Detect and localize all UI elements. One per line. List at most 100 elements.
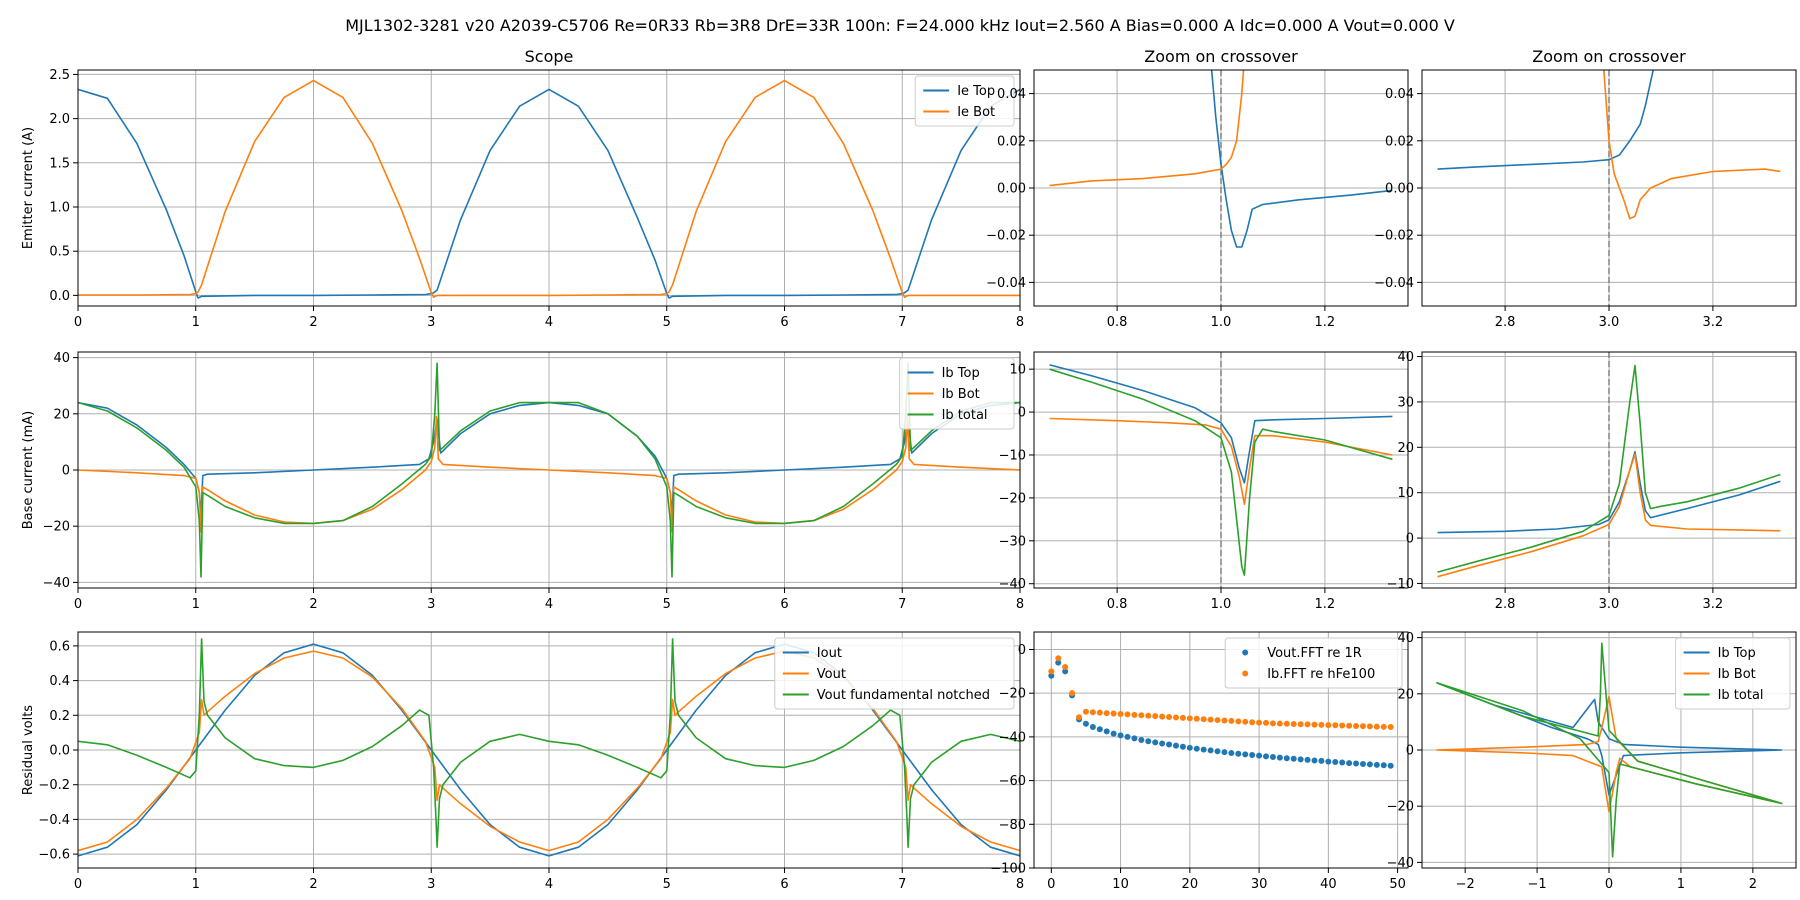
data-point: [1089, 709, 1096, 716]
data-point: [1159, 713, 1166, 720]
data-point: [1110, 730, 1117, 737]
data-point: [1339, 759, 1346, 766]
series-1: [1048, 655, 1394, 731]
data-point: [1145, 738, 1152, 745]
data-point: [1048, 672, 1055, 679]
y-tick-label: 0.6: [49, 639, 70, 654]
series-line-0: [1437, 70, 1655, 170]
series-line-2: [1049, 368, 1393, 576]
x-tick-label: 2: [309, 315, 317, 330]
x-tick-label: 1.0: [1211, 597, 1232, 612]
x-tick-label: 0.8: [1107, 315, 1128, 330]
legend-box: [899, 357, 1015, 430]
series-line-1: [1049, 417, 1393, 506]
x-tick-label: 8: [1016, 315, 1024, 330]
data-point: [1200, 716, 1207, 723]
y-tick-label: 0.0: [49, 744, 70, 759]
data-point: [1172, 714, 1179, 721]
y-tick-label: 0: [1406, 744, 1414, 759]
y-tick-label: −80: [999, 818, 1026, 833]
data-point: [1380, 723, 1387, 730]
chart-title: Scope: [525, 47, 574, 66]
x-tick-label: −1: [1527, 877, 1546, 892]
data-point: [1048, 668, 1055, 675]
y-tick-label: −20: [1387, 800, 1414, 815]
data-point: [1166, 714, 1173, 721]
y-tick-label: 0: [1018, 643, 1026, 658]
axes-frame: [1421, 351, 1797, 589]
series-line-1: [78, 79, 1020, 298]
y-tick-label: 0.02: [997, 134, 1026, 149]
data-point: [1152, 713, 1159, 720]
data-point: [1214, 748, 1221, 755]
x-tick-label: 1.2: [1315, 315, 1336, 330]
chart-xy-base: −2 −1 0 1 2 −40 −20 0 20 40 Ib Top Ib Bot Ib total: [1387, 631, 1797, 892]
legend-label: Ib.FFT re hFe100: [1267, 667, 1375, 682]
y-tick-label: −20: [43, 520, 70, 535]
data-point: [1228, 717, 1235, 724]
y-tick-label: 0.02: [1385, 134, 1414, 149]
legend-label: Ie Top: [957, 84, 995, 99]
axes-frame: [1421, 69, 1797, 307]
data-point: [1332, 759, 1339, 766]
y-tick-label: −20: [999, 491, 1026, 506]
chart-zoom1-emitter: 0.8 1.0 1.2 −0.04 −0.02 0.00 0.02 0.04 Zoom on c…: [986, 47, 1409, 330]
y-axis-label: Residual volts: [21, 705, 36, 795]
chart-title: Zoom on crossover: [1532, 47, 1686, 66]
series-line-2: [1436, 642, 1783, 858]
axes-frame: [1033, 631, 1409, 869]
legend-label: Vout.FFT re 1R: [1267, 646, 1362, 661]
data-point: [1276, 754, 1283, 761]
axes-frame: [1033, 69, 1409, 307]
x-tick-label: 30: [1251, 877, 1268, 892]
x-tick-label: 1: [192, 877, 200, 892]
data-point: [1193, 715, 1200, 722]
x-tick-label: 0.8: [1107, 597, 1128, 612]
y-tick-label: −0.6: [38, 848, 70, 863]
data-point: [1214, 717, 1221, 724]
data-point: [1186, 744, 1193, 751]
y-tick-label: −0.2: [38, 778, 70, 793]
data-point: [1318, 721, 1325, 728]
x-tick-label: 6: [780, 597, 788, 612]
y-tick-label: 0.2: [49, 709, 70, 724]
data-point: [1297, 721, 1304, 728]
data-point: [1235, 750, 1242, 757]
data-point: [1311, 721, 1318, 728]
data-point: [1304, 756, 1311, 763]
x-tick-label: 2: [1749, 877, 1757, 892]
data-point: [1131, 711, 1138, 718]
x-tick-label: 3.0: [1599, 597, 1620, 612]
y-tick-label: 0.00: [997, 182, 1026, 197]
y-axis-label: Base current (mA): [21, 411, 36, 530]
y-tick-label: 0.04: [1385, 87, 1414, 102]
y-tick-label: 0.04: [997, 87, 1026, 102]
y-tick-label: −10: [1387, 577, 1414, 592]
legend-label: Vout: [817, 667, 846, 682]
data-point: [1159, 740, 1166, 747]
series-line-1: [78, 415, 1020, 533]
data-point: [1256, 752, 1263, 759]
chart-scope-emitter: 0 1 2 3 4 5 6 7 8 0.0 0.5 1.0 1.5 2.0 2.5 Scope Emitter …: [21, 47, 1024, 330]
series-line-2: [78, 362, 1020, 578]
y-tick-label: 20: [1397, 687, 1414, 702]
data-point: [1318, 757, 1325, 764]
data-point: [1207, 716, 1214, 723]
y-tick-label: 0.5: [49, 245, 70, 260]
y-tick-label: 20: [1397, 441, 1414, 456]
data-point: [1186, 715, 1193, 722]
y-tick-label: 0: [1018, 406, 1026, 421]
data-point: [1179, 743, 1186, 750]
data-point: [1263, 753, 1270, 760]
data-point: [1249, 719, 1256, 726]
y-tick-label: 30: [1397, 395, 1414, 410]
data-point: [1207, 747, 1214, 754]
series-line-2: [78, 638, 1020, 848]
series-line-1: [1049, 70, 1245, 187]
x-tick-label: 8: [1016, 877, 1024, 892]
chart-zoom3-base: 2.8 3.0 3.2 −10 0 10 20 30 40: [1387, 350, 1797, 612]
data-point: [1138, 736, 1145, 743]
y-tick-label: −40: [1387, 856, 1414, 871]
y-tick-label: −20: [999, 687, 1026, 702]
